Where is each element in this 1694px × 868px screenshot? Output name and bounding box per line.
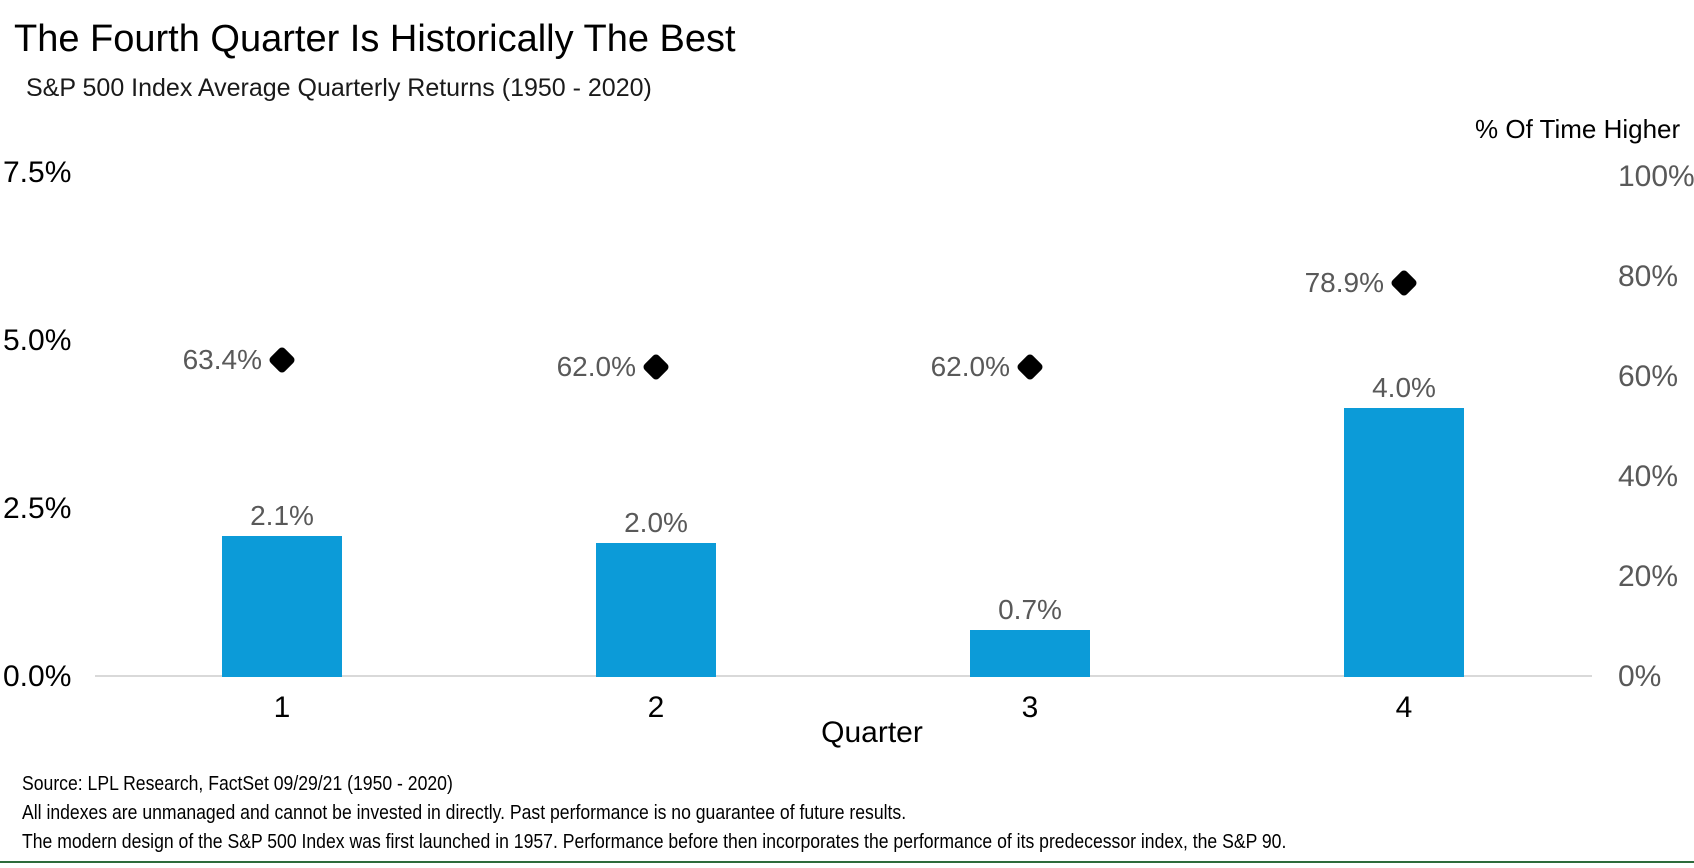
- bar-quarter-2: [596, 542, 716, 677]
- x-axis-line: [95, 675, 1592, 677]
- left-axis-tick: 2.5%: [3, 492, 72, 525]
- diamond-marker: [1389, 268, 1419, 297]
- bar-quarter-3: [970, 629, 1090, 677]
- bar-data-label: 4.0%: [1372, 372, 1436, 404]
- diamond-marker: [267, 345, 297, 375]
- x-axis-title: Quarter: [821, 716, 923, 749]
- right-axis-tick: 40%: [1618, 460, 1679, 493]
- bar-data-label: 2.0%: [624, 506, 688, 538]
- x-category-label: 2: [647, 691, 665, 724]
- right-axis-tick: 0%: [1618, 660, 1662, 693]
- left-axis-tick: 7.5%: [3, 156, 72, 189]
- right-axis-tick: 80%: [1618, 260, 1679, 293]
- diamond-data-label: 63.4%: [182, 344, 262, 375]
- footer-line: Source: LPL Research, FactSet 09/29/21 (…: [22, 773, 453, 795]
- footer-notes: Source: LPL Research, FactSet 09/29/21 (…: [22, 770, 1286, 857]
- right-axis-tick: 60%: [1618, 360, 1679, 393]
- diamond-data-label: 78.9%: [1304, 266, 1384, 298]
- right-axis-tick: 20%: [1618, 560, 1679, 593]
- right-axis-title: % Of Time Higher: [1475, 114, 1681, 144]
- diamond-data-label: 62.0%: [556, 351, 636, 382]
- bar-data-label: 0.7%: [998, 593, 1062, 625]
- bar-quarter-4: [1344, 408, 1464, 677]
- diamond-data-label: 62.0%: [930, 351, 1010, 382]
- chart-subtitle: S&P 500 Index Average Quarterly Returns …: [26, 74, 652, 102]
- footer-line: The modern design of the S&P 500 Index w…: [22, 831, 1287, 853]
- bar-data-label: 2.1%: [250, 499, 314, 531]
- left-axis-tick: 5.0%: [3, 324, 72, 357]
- bar-quarter-1: [222, 535, 342, 677]
- diamond-marker: [641, 352, 671, 382]
- diamond-marker: [1015, 352, 1045, 382]
- x-category-label: 4: [1395, 691, 1413, 724]
- x-category-label: 1: [273, 691, 291, 724]
- x-category-label: 3: [1021, 691, 1039, 724]
- chart-title: The Fourth Quarter Is Historically The B…: [14, 18, 736, 60]
- footer-line: All indexes are unmanaged and cannot be …: [22, 802, 907, 824]
- right-axis-tick: 100%: [1618, 160, 1694, 193]
- bottom-rule: [0, 861, 1694, 863]
- left-axis-tick: 0.0%: [3, 660, 72, 693]
